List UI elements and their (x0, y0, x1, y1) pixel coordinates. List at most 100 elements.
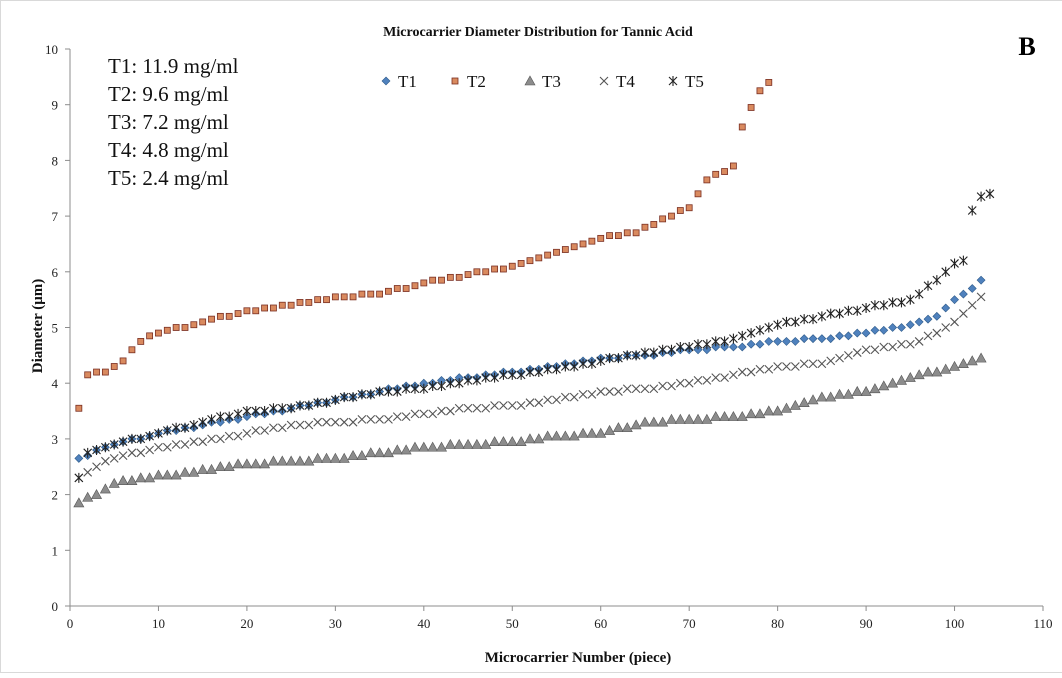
data-point (748, 104, 754, 110)
data-point (235, 311, 241, 317)
data-point (111, 363, 117, 369)
x-tick-label: 100 (945, 616, 965, 631)
data-point (94, 369, 100, 375)
data-point (155, 330, 161, 336)
data-point (253, 308, 259, 314)
data-point (377, 291, 383, 297)
legend-marker (452, 78, 458, 84)
data-point (341, 294, 347, 300)
data-point (368, 291, 374, 297)
data-point (722, 169, 728, 175)
data-point (350, 294, 356, 300)
data-point (713, 171, 719, 177)
y-tick-label: 1 (52, 543, 59, 558)
data-point (385, 288, 391, 294)
data-point (624, 230, 630, 236)
data-point (288, 302, 294, 308)
data-point (483, 269, 489, 275)
conc-label-t1: T1: 11.9 mg/ml (108, 54, 239, 78)
y-tick-label: 6 (52, 265, 59, 280)
x-tick-label: 20 (240, 616, 253, 631)
legend-label: T3 (542, 72, 561, 91)
y-tick-label: 4 (52, 376, 59, 391)
legend-label: T4 (616, 72, 635, 91)
data-point (217, 313, 223, 319)
data-point (102, 369, 108, 375)
data-point (279, 302, 285, 308)
conc-label-t3: T3: 7.2 mg/ml (108, 110, 229, 134)
legend-label: T2 (467, 72, 486, 91)
x-tick-label: 110 (1033, 616, 1052, 631)
y-tick-label: 2 (52, 488, 59, 503)
data-point (580, 241, 586, 247)
data-point (518, 260, 524, 266)
data-point (270, 305, 276, 311)
data-point (191, 322, 197, 328)
x-tick-label: 80 (771, 616, 784, 631)
x-tick-label: 40 (417, 616, 430, 631)
data-point (456, 274, 462, 280)
y-tick-label: 3 (52, 432, 59, 447)
data-point (571, 244, 577, 250)
data-point (677, 208, 683, 214)
x-tick-label: 0 (67, 616, 74, 631)
data-point (739, 124, 745, 130)
data-point (766, 79, 772, 85)
data-point (315, 297, 321, 303)
data-point (226, 313, 232, 319)
data-point (412, 283, 418, 289)
data-point (465, 272, 471, 278)
data-point (421, 280, 427, 286)
data-point (607, 233, 613, 239)
y-tick-label: 10 (45, 42, 58, 57)
data-point (589, 238, 595, 244)
panel-label: B (1018, 32, 1035, 61)
data-point (660, 216, 666, 222)
data-point (545, 252, 551, 258)
data-point (297, 299, 303, 305)
data-point (164, 327, 170, 333)
concentration-labels: T1: 11.9 mg/ml T2: 9.6 mg/ml T3: 7.2 mg/… (108, 54, 239, 190)
y-tick-label: 9 (52, 98, 59, 113)
x-tick-label: 90 (860, 616, 873, 631)
data-point (359, 291, 365, 297)
data-point (598, 235, 604, 241)
data-point (562, 247, 568, 253)
y-tick-label: 5 (52, 321, 59, 336)
x-axis-title: Microcarrier Number (piece) (485, 650, 672, 666)
data-point (244, 308, 250, 314)
data-point (173, 325, 179, 331)
data-point (757, 88, 763, 94)
y-tick-label: 0 (52, 599, 59, 614)
data-point (615, 233, 621, 239)
data-point (651, 221, 657, 227)
data-point (554, 249, 560, 255)
data-point (686, 205, 692, 211)
data-point (500, 266, 506, 272)
y-tick-label: 7 (52, 209, 59, 224)
data-point (182, 325, 188, 331)
data-point (403, 286, 409, 292)
data-point (430, 277, 436, 283)
data-point (492, 266, 498, 272)
data-point (668, 213, 674, 219)
x-tick-label: 60 (594, 616, 607, 631)
data-point (642, 224, 648, 230)
data-point (147, 333, 153, 339)
data-point (332, 294, 338, 300)
data-point (85, 372, 91, 378)
data-point (447, 274, 453, 280)
data-point (129, 347, 135, 353)
data-point (120, 358, 126, 364)
data-point (633, 230, 639, 236)
data-point (324, 297, 330, 303)
data-point (536, 255, 542, 261)
data-point (730, 163, 736, 169)
data-point (695, 191, 701, 197)
x-tick-label: 10 (152, 616, 165, 631)
data-point (306, 299, 312, 305)
conc-label-t5: T5: 2.4 mg/ml (108, 166, 229, 190)
data-point (138, 338, 144, 344)
